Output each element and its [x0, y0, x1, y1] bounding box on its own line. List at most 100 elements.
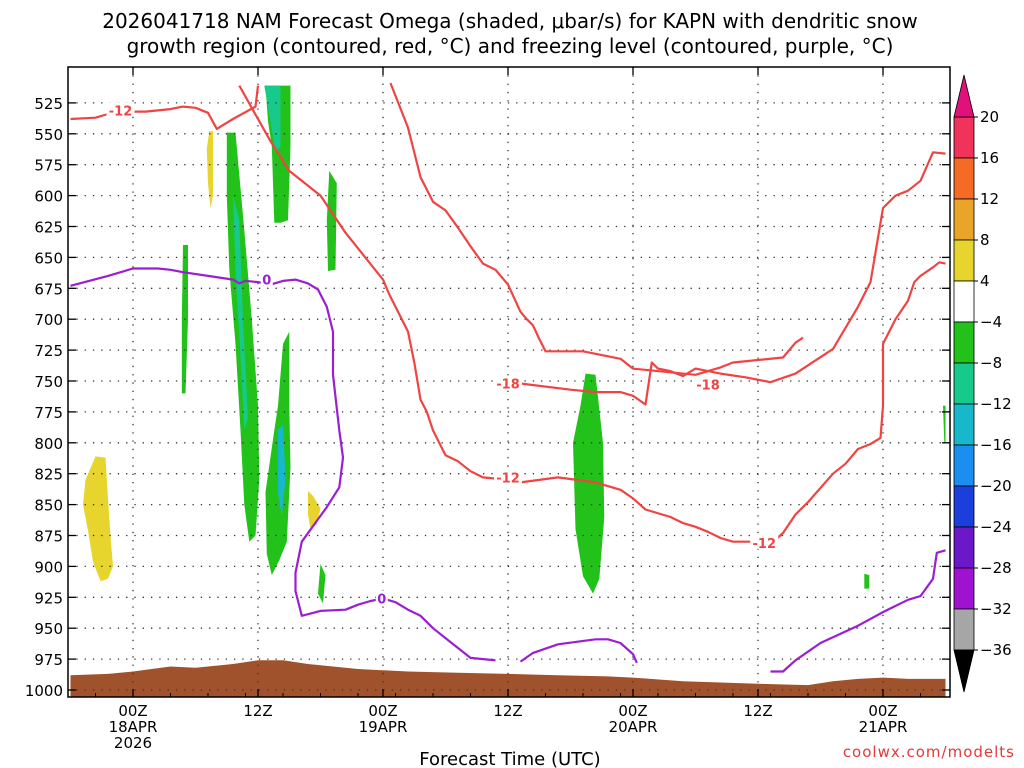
y-tick-label-650: 650: [34, 249, 63, 267]
chart-title-line1: 2026041718 NAM Forecast Omega (shaded, μ…: [102, 9, 918, 33]
contour-label-2: -12: [753, 537, 777, 552]
omega-region-7: [318, 563, 326, 604]
colorbar: 20 16 12 8 4 −4 −8 −12 −16 −20 −24 −28 −32 −36: [953, 74, 1012, 693]
colorbar-label-1: 16: [980, 149, 999, 167]
y-tick-label-575: 575: [34, 157, 63, 175]
x-tick-label-0-1: 18APR: [109, 718, 158, 736]
x-tick-label-0-0: 00Z: [118, 702, 147, 720]
colorbar-label-7: −12: [980, 395, 1012, 413]
x-tick-label-40-0: 00Z: [618, 702, 647, 720]
y-tick-label-725: 725: [34, 342, 63, 360]
colorbar-top-arrow: [953, 74, 975, 118]
axes: 525 550 575 600 625 650 675 700 725 750 775 800 825 8…: [25, 66, 951, 752]
omega-region-1: [206, 131, 213, 208]
omega-region-9: [573, 373, 605, 594]
colorbar-label-6: −8: [980, 354, 1002, 372]
y-tick-label-625: 625: [34, 219, 63, 237]
contour-label-3: -18: [496, 377, 520, 392]
omega-region-12: [233, 195, 248, 431]
colorbar-swatch-3: [953, 239, 975, 282]
colorbar-label-3: 8: [980, 231, 990, 249]
temp-contour-0-1: [389, 82, 804, 376]
y-tick-label-950: 950: [34, 620, 63, 638]
omega-region-10: [864, 573, 870, 589]
contour-label-bg-6: [375, 590, 388, 605]
temp-contour-0-0: [70, 85, 260, 130]
x-tick-label-20-1: 19APR: [359, 718, 408, 736]
x-tick-label-20-0: 00Z: [368, 702, 397, 720]
freezing-contour-0-1: [519, 638, 638, 664]
colorbar-swatch-11: [953, 567, 975, 610]
contour-label-bg-5: [260, 271, 273, 286]
omega-shading: [83, 85, 946, 604]
colorbar-label-13: −36: [980, 641, 1012, 659]
x-tick-label-0-2: 2026: [114, 734, 152, 752]
omega-region-6: [326, 170, 337, 271]
contour-label-bg-0: [106, 102, 135, 117]
contour-label-6: 0: [377, 593, 386, 608]
y-tick-label-1000: 1000: [25, 682, 63, 700]
x-tick-label-60-1: 21APR: [859, 718, 908, 736]
colorbar-swatch-2: [953, 198, 975, 241]
y-tick-label-925: 925: [34, 589, 63, 607]
terrain-fill: [70, 660, 946, 697]
colorbar-label-4: 4: [980, 272, 990, 290]
contour-label-0: -12: [109, 104, 133, 119]
contour-label-bg-3: [494, 375, 522, 390]
omega-region-0: [83, 456, 113, 582]
temp-contour-1-0: [238, 85, 946, 546]
contour-label-bg-1: [494, 469, 522, 484]
colorbar-label-2: 12: [980, 190, 999, 208]
colorbar-swatch-5: [953, 321, 975, 364]
freezing-contour-0-0: [70, 267, 496, 662]
contour-label-1: -12: [496, 471, 520, 486]
contour-label-5: 0: [262, 274, 271, 289]
y-tick-label-825: 825: [34, 466, 63, 484]
contour-label-4: -18: [696, 379, 720, 394]
terrain: [70, 660, 946, 697]
colorbar-swatch-9: [953, 485, 975, 528]
y-tick-label-975: 975: [34, 651, 63, 669]
credit-text: coolwx.com/modelts: [843, 743, 1015, 761]
colorbar-swatch-0: [953, 116, 975, 159]
y-tick-label-700: 700: [34, 311, 63, 329]
colorbar-swatch-1: [953, 157, 975, 200]
x-tick-label-50-0: 12Z: [743, 702, 772, 720]
y-tick-label-800: 800: [34, 435, 63, 453]
chart-title-line2: growth region (contoured, red, °C) and f…: [127, 34, 894, 58]
colorbar-label-0: 20: [980, 108, 999, 126]
contour-labels: -12 -12 -12 -18 -18 0 0: [106, 102, 779, 608]
colorbar-swatch-12: [953, 608, 975, 651]
colorbar-swatch-6: [953, 362, 975, 405]
y-tick-label-600: 600: [34, 188, 63, 206]
colorbar-label-10: −24: [980, 518, 1012, 536]
y-tick-label-875: 875: [34, 528, 63, 546]
contour-label-bg-2: [750, 534, 779, 549]
y-tick-label-525: 525: [34, 95, 63, 113]
y-tick-label-675: 675: [34, 280, 63, 298]
colorbar-label-9: −20: [980, 477, 1012, 495]
colorbar-swatch-10: [953, 526, 975, 569]
colorbar-label-12: −32: [980, 600, 1012, 618]
x-tick-label-40-1: 20APR: [609, 718, 658, 736]
colorbar-swatch-8: [953, 444, 975, 487]
y-tick-label-850: 850: [34, 497, 63, 515]
plot-frame: [67, 66, 951, 698]
x-tick-label-60-0: 00Z: [868, 702, 897, 720]
contour-label-bg-4: [694, 376, 722, 391]
y-tick-label-900: 900: [34, 558, 63, 576]
colorbar-label-11: −28: [980, 559, 1012, 577]
colorbar-bottom-arrow: [953, 649, 975, 693]
y-tick-label-775: 775: [34, 404, 63, 422]
freezing-contour-0-2: [770, 549, 946, 673]
y-tick-label-750: 750: [34, 373, 63, 391]
colorbar-label-5: −4: [980, 313, 1002, 331]
omega-region-11: [943, 405, 946, 443]
colorbar-swatch-7: [953, 403, 975, 446]
x-tick-label-30-0: 12Z: [493, 702, 522, 720]
colorbar-swatch-4: [953, 280, 975, 323]
y-tick-label-550: 550: [34, 126, 63, 144]
x-tick-label-10-0: 12Z: [243, 702, 272, 720]
x-axis-title: Forecast Time (UTC): [419, 749, 600, 768]
